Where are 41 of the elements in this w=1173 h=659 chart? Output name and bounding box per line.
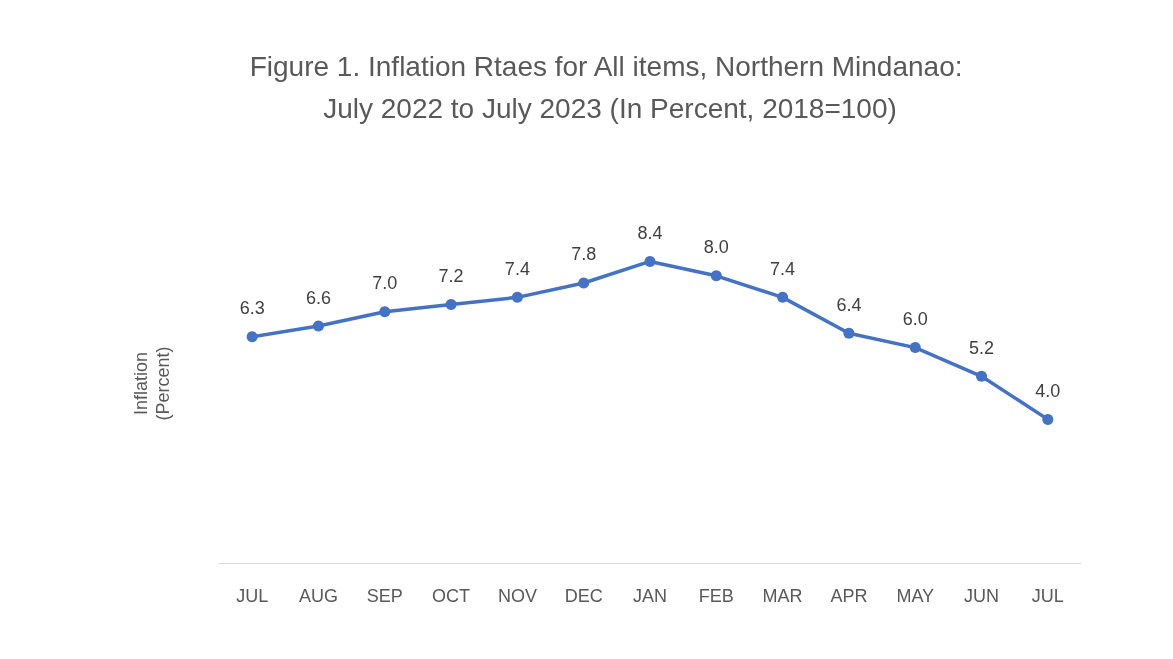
data-label: 8.0 (703, 237, 729, 258)
point (644, 255, 656, 267)
x-tick-label: JUN (964, 586, 1000, 606)
point (578, 277, 590, 289)
point (511, 291, 523, 303)
x-tick-label: JUL (1031, 586, 1064, 606)
data-label: 7.4 (770, 258, 796, 279)
point (1042, 413, 1054, 425)
data-label: 6.0 (902, 309, 928, 330)
x-tick-label: DEC (564, 586, 603, 606)
data-label: 7.2 (438, 266, 464, 287)
point (246, 331, 258, 343)
point (379, 306, 391, 318)
point (909, 342, 921, 354)
x-tick-label: MAR (762, 586, 803, 606)
point (445, 299, 457, 311)
data-label: 7.8 (571, 244, 597, 265)
x-tick-label: SEP (366, 586, 403, 606)
y-axis-title: Inflation (Percent) (131, 346, 173, 421)
point (976, 370, 988, 382)
point (777, 291, 789, 303)
x-tick-label: FEB (698, 586, 734, 606)
x-tick-label: AUG (298, 586, 338, 606)
data-label: 7.0 (372, 273, 398, 294)
x-tick-label: APR (830, 586, 868, 606)
chart-title: Figure 1. Inflation Rtaes for All items, Northern Mindanao: July 2022 to July 2023 (In Percent, 2018=100) (249, 50, 971, 124)
point (312, 320, 324, 332)
point (710, 270, 722, 282)
data-label: 6.4 (836, 294, 862, 315)
x-tick-label: OCT (432, 586, 471, 606)
x-tick-label: JAN (632, 586, 668, 606)
x-tick-label: NOV (497, 586, 537, 606)
data-label: 7.4 (504, 258, 530, 279)
data-label: 6.3 (239, 298, 265, 319)
x-tick-label: JUL (236, 586, 269, 606)
point (843, 327, 855, 339)
data-label: 8.4 (637, 222, 663, 243)
data-label: 5.2 (969, 337, 995, 358)
x-tick-label: MAY (896, 586, 935, 606)
data-label: 6.6 (305, 287, 331, 308)
data-label: 4.0 (1035, 380, 1061, 401)
